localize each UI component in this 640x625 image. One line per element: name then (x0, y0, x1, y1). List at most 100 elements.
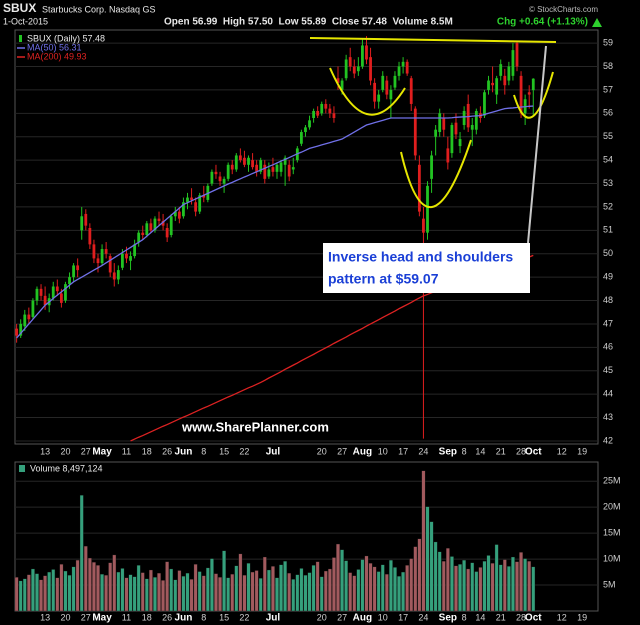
x-tick-label: 11 (122, 612, 131, 622)
volume-bar (132, 576, 137, 611)
volume-bar (92, 562, 96, 611)
price-panel (14, 29, 599, 445)
candle-body (283, 157, 287, 165)
y-tick-label: 45 (603, 365, 613, 375)
candle-body (405, 61, 409, 74)
x-tick-label: 8 (462, 446, 467, 456)
volume-bar (205, 567, 210, 611)
x-tick-label: 20 (60, 612, 70, 622)
volume-bar (519, 552, 523, 611)
y-tick-label: 47 (603, 318, 613, 328)
volume-bar (364, 555, 369, 611)
volume-bar (470, 562, 475, 611)
x-tick-label: 21 (496, 612, 506, 622)
volume-bar (315, 561, 320, 611)
volume-bar (39, 579, 43, 611)
candle-body (72, 265, 75, 278)
volume-bar (35, 573, 39, 611)
x-tick-label: 18 (142, 446, 152, 456)
candle-body (218, 176, 222, 182)
y-tick-label: 51 (603, 225, 613, 235)
candle-body (495, 78, 499, 95)
y-tick-label: 42 (603, 435, 613, 445)
x-tick-label: Jul (266, 447, 281, 458)
volume-bar (181, 576, 186, 611)
candle-body (15, 328, 19, 336)
x-tick-label: Oct (525, 447, 542, 458)
candle-body (222, 178, 226, 184)
legend-label: Volume 8,497,124 (30, 463, 103, 473)
y-tick-label: 53 (603, 178, 613, 188)
volume-bar (242, 575, 247, 611)
candle-body (470, 125, 474, 130)
volume-bar (193, 564, 198, 611)
y-tick-label: 54 (603, 154, 613, 164)
x-tick-label: 20 (60, 446, 70, 456)
candle-body (108, 256, 112, 273)
volume-bar (433, 541, 438, 611)
volume-bar (177, 570, 182, 611)
volume-bar (246, 563, 251, 611)
volume-bar (210, 558, 214, 611)
candle-body (88, 227, 92, 245)
volume-bar (429, 521, 434, 611)
candle-body (324, 103, 328, 109)
y-tick-label: 25M (603, 476, 621, 486)
candle-body (503, 75, 507, 86)
volume-bar (405, 565, 410, 611)
x-tick-label: 26 (162, 446, 172, 456)
volume-bar (527, 561, 532, 611)
candle-body (527, 92, 531, 95)
candle-body (125, 253, 128, 259)
candle-body (39, 288, 43, 296)
volume-bar (511, 556, 515, 611)
candle-body (336, 78, 340, 83)
x-tick-label: May (92, 447, 112, 458)
candle-body (255, 164, 259, 172)
volume-bar (478, 567, 483, 611)
x-tick-label: 28 (516, 446, 526, 456)
candle-body (417, 164, 421, 212)
y-tick-label: 56 (603, 108, 613, 118)
up-arrow (592, 18, 602, 27)
x-tick-label: 27 (337, 612, 347, 622)
volume-bar (482, 561, 487, 611)
candle-body (531, 78, 535, 91)
candle-body (23, 314, 27, 327)
volume-bar (450, 556, 454, 611)
volume-bar (323, 570, 328, 611)
volume-bar (445, 548, 450, 611)
volume-bar (214, 573, 218, 611)
x-tick-label: 19 (577, 446, 587, 456)
volume-bar (47, 571, 52, 611)
x-tick-label: 22 (239, 612, 249, 622)
volume-bar (271, 566, 275, 611)
x-tick-label: 24 (418, 446, 428, 456)
volume-bar (71, 566, 76, 611)
candle-body (487, 80, 490, 90)
volume-bar (189, 579, 194, 611)
x-tick-label: 20 (317, 612, 327, 622)
candle-body (137, 232, 141, 243)
legend-label: SBUX (Daily) 57.48 (27, 33, 105, 43)
y-tick-label: 59 (603, 37, 613, 47)
candle-body (389, 89, 393, 100)
volume-bar (262, 556, 267, 611)
volume-bar (401, 571, 405, 611)
x-tick-label: 17 (398, 612, 408, 622)
candle-body (409, 78, 413, 104)
candle-body (238, 155, 242, 161)
right-shoulder (513, 71, 554, 119)
volume-bar (157, 572, 161, 611)
volume-bar (466, 568, 471, 611)
y-tick-label: 44 (603, 389, 613, 399)
volume-bar (458, 564, 462, 611)
candle-body (377, 94, 381, 102)
candle-body (381, 75, 385, 90)
candle-body (393, 75, 397, 88)
volume-bar (332, 557, 336, 611)
y-tick-label: 52 (603, 201, 613, 211)
candle-body (251, 160, 254, 168)
volume-bar (254, 570, 259, 611)
volume-bar (128, 574, 133, 611)
